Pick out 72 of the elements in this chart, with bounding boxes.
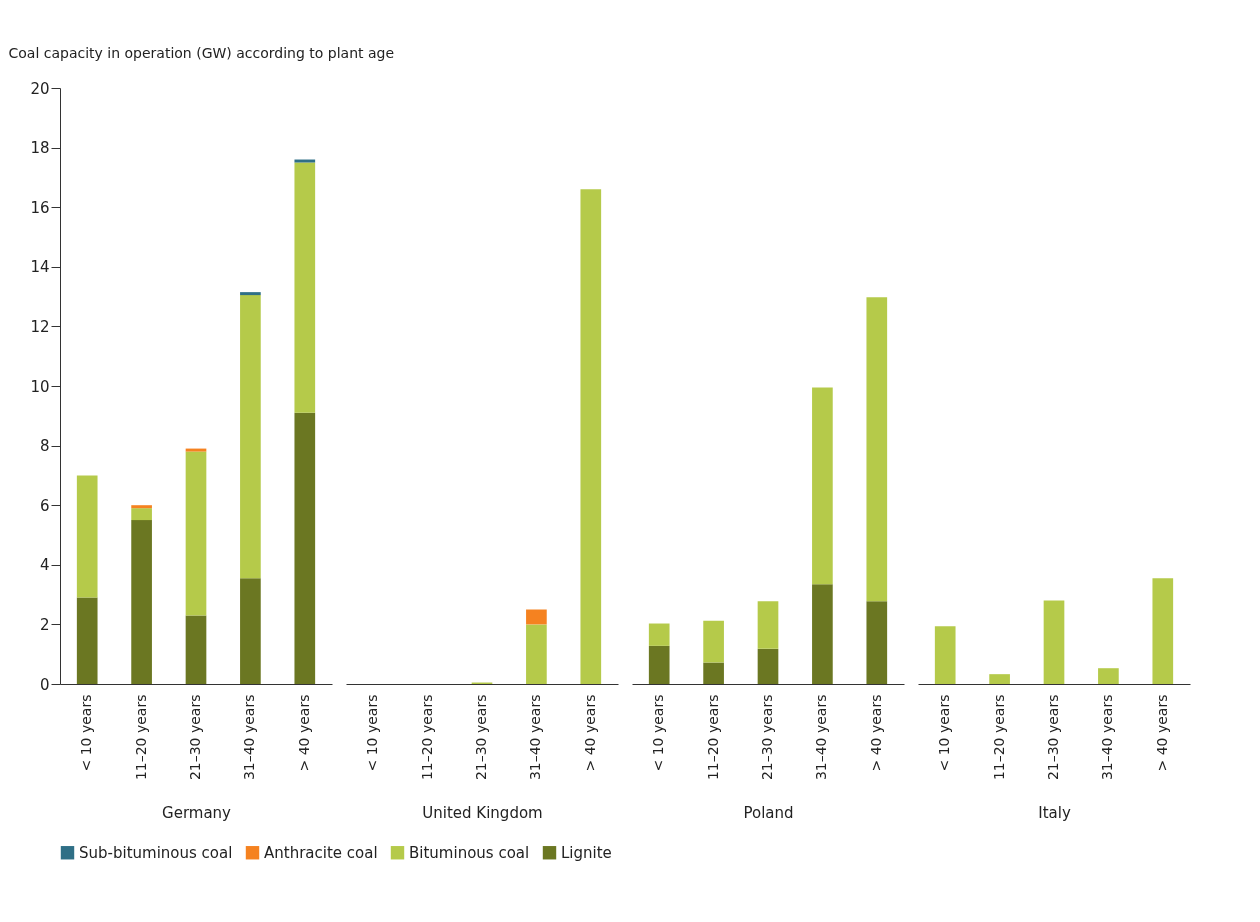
bar [240, 292, 261, 296]
bar [526, 624, 547, 684]
y-tick-label: 16 [30, 198, 50, 217]
legend-label: Lignite [561, 843, 612, 862]
bar [131, 508, 152, 521]
bar [703, 620, 724, 663]
legend-label: Bituminous coal [409, 843, 530, 862]
y-tick-label: 14 [30, 258, 50, 277]
bar [185, 451, 207, 616]
bar [1152, 578, 1174, 684]
bar [648, 645, 670, 684]
bar [866, 297, 888, 602]
bar [580, 189, 602, 684]
y-axis-title: Coal capacity in operation (GW) according to plant age [8, 44, 395, 61]
x-tick-label: 21–30 years [759, 694, 775, 781]
x-tick-label: 11–20 years [704, 694, 721, 781]
bar [866, 601, 888, 684]
y-tick-label: 2 [39, 615, 50, 634]
x-tick-label: 21–30 years [1045, 694, 1061, 781]
x-tick-label: < 10 years [364, 694, 381, 772]
x-tick-label: < 10 years [936, 694, 953, 772]
x-axis-title: Germany [162, 804, 232, 823]
bar [757, 601, 779, 649]
x-tick-label: 31–40 years [241, 694, 258, 781]
x-axis-title: United Kingdom [422, 804, 543, 823]
x-tick-label: 21–30 years [187, 694, 203, 781]
bar [703, 662, 724, 684]
x-tick-label: > 40 years [867, 694, 884, 772]
bar [294, 159, 316, 163]
y-tick-label: 10 [30, 377, 50, 396]
bar [812, 584, 833, 684]
x-tick-label: 11–20 years [418, 694, 435, 781]
bar [812, 387, 833, 585]
x-tick-label: > 40 years [581, 694, 598, 772]
bar [294, 162, 316, 413]
bar [757, 648, 779, 684]
bar [76, 597, 98, 684]
x-tick-label: 31–40 years [813, 694, 830, 781]
x-axis-title: Italy [1038, 804, 1071, 823]
legend-label: Sub-bituminous coal [79, 843, 233, 862]
legend-label: Anthracite coal [264, 843, 378, 862]
x-tick-label: 21–30 years [473, 694, 489, 781]
y-tick-label: 6 [39, 496, 50, 515]
y-tick-label: 18 [30, 139, 50, 158]
y-tick-label: 8 [39, 437, 50, 456]
bar [294, 412, 316, 684]
x-tick-label: < 10 years [78, 694, 95, 772]
bar [76, 475, 98, 598]
y-tick-label: 0 [39, 675, 50, 694]
bar [934, 626, 956, 684]
bar [526, 609, 547, 625]
y-tick-label: 12 [30, 317, 50, 336]
y-tick-label: 4 [39, 556, 50, 575]
x-tick-label: 31–40 years [1099, 694, 1116, 781]
x-tick-label: < 10 years [650, 694, 667, 772]
bar [1043, 600, 1065, 684]
bar [240, 578, 261, 684]
x-tick-label: 11–20 years [990, 694, 1007, 781]
y-tick-label: 20 [30, 79, 50, 98]
x-tick-label: > 40 years [295, 694, 312, 772]
bar [185, 448, 207, 452]
bar [131, 505, 152, 509]
x-axis-title: Poland [743, 804, 794, 823]
bar [185, 615, 207, 684]
bar [648, 623, 670, 646]
x-tick-label: > 40 years [1153, 694, 1170, 772]
bar [989, 674, 1010, 684]
bar [1098, 668, 1119, 684]
bar [131, 520, 152, 684]
x-tick-label: 11–20 years [132, 694, 149, 781]
bar [240, 295, 261, 579]
x-tick-label: 31–40 years [527, 694, 544, 781]
